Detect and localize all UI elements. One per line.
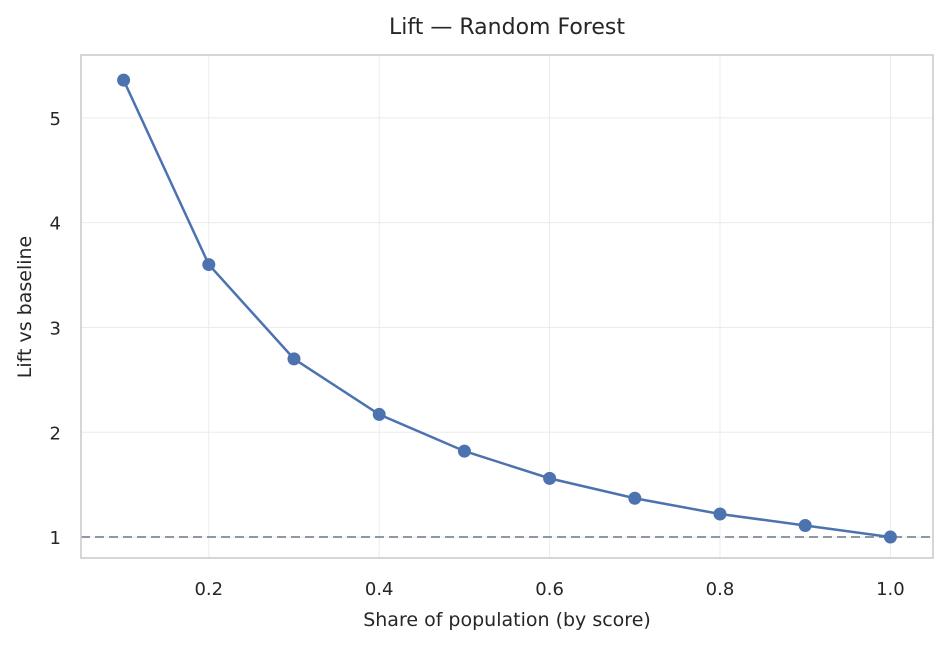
data-point bbox=[628, 491, 642, 505]
plot-frame bbox=[80, 54, 934, 559]
tick-labels: 0.2 0.4 0.6 0.8 1.0 1 2 3 4 5 bbox=[50, 109, 905, 600]
y-tick-label: 2 bbox=[50, 423, 61, 444]
x-tick-label: 1.0 bbox=[876, 579, 905, 600]
series-layer bbox=[117, 73, 897, 544]
grid bbox=[81, 55, 933, 558]
y-tick-label: 4 bbox=[50, 214, 61, 235]
data-point bbox=[543, 471, 557, 485]
data-point bbox=[202, 258, 216, 272]
data-point bbox=[372, 407, 386, 421]
series-line bbox=[122, 79, 891, 539]
x-tick-label: 0.4 bbox=[365, 579, 394, 600]
data-point bbox=[798, 519, 812, 533]
data-point bbox=[117, 73, 131, 87]
x-axis-label: Share of population (by score) bbox=[363, 609, 651, 631]
chart-title: Lift — Random Forest bbox=[389, 15, 625, 40]
x-tick-label: 0.8 bbox=[706, 579, 735, 600]
data-point bbox=[457, 444, 471, 458]
data-point bbox=[287, 352, 301, 366]
y-tick-label: 5 bbox=[50, 109, 61, 130]
y-axis-label: Lift vs baseline bbox=[14, 236, 36, 378]
x-tick-label: 0.6 bbox=[535, 579, 564, 600]
data-point bbox=[883, 530, 897, 544]
y-tick-label: 3 bbox=[50, 318, 61, 339]
data-point bbox=[713, 507, 727, 521]
x-tick-label: 0.2 bbox=[194, 579, 223, 600]
y-tick-label: 1 bbox=[50, 528, 61, 549]
